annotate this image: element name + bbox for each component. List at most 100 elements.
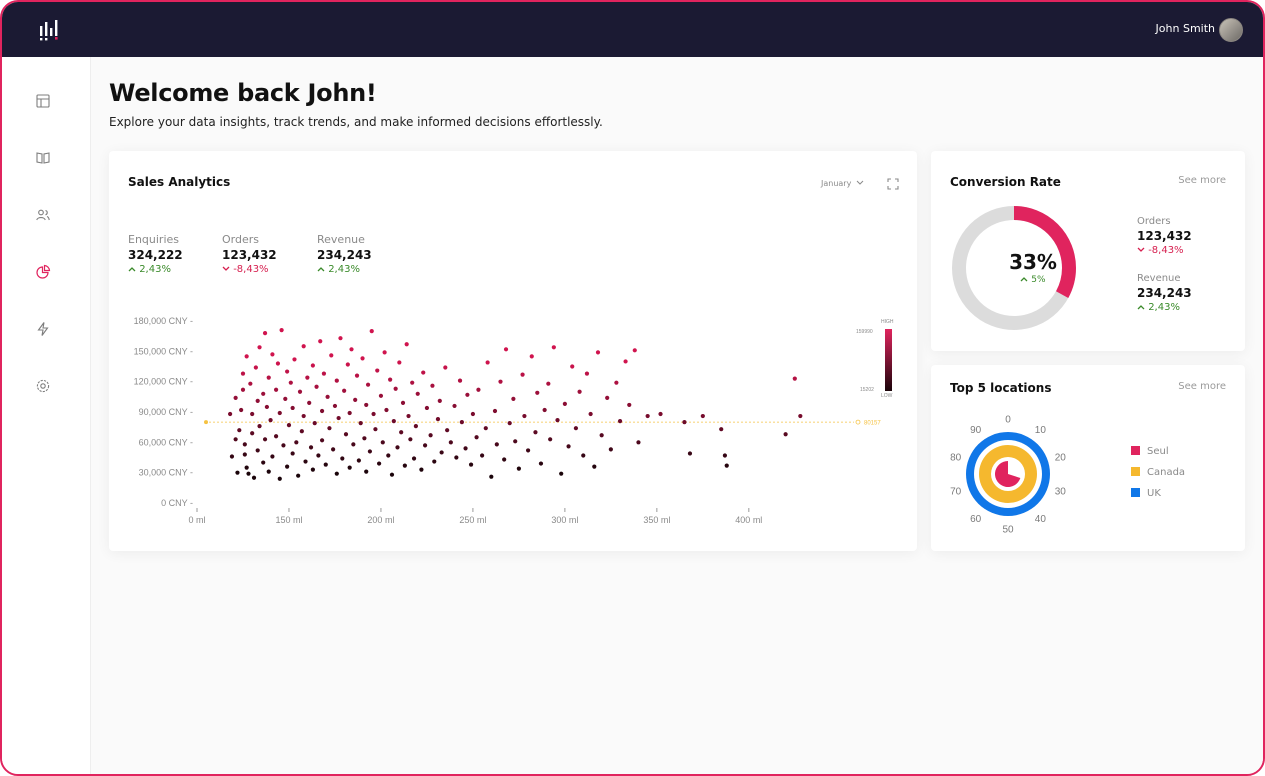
legend-label: Canada xyxy=(1147,467,1186,478)
month-dropdown[interactable]: January xyxy=(821,179,864,188)
scatter-point xyxy=(627,402,632,408)
kpi-change-value: 2,43% xyxy=(328,264,360,275)
scatter-point xyxy=(577,389,582,394)
legend-swatch xyxy=(1131,446,1140,455)
book-icon[interactable] xyxy=(35,150,51,166)
scatter-point xyxy=(264,404,269,410)
scatter-point xyxy=(588,411,593,417)
scatter-point xyxy=(551,345,556,350)
scatter-point xyxy=(468,462,474,467)
page-title: Welcome back John! xyxy=(109,79,377,107)
scatter-point xyxy=(397,360,402,365)
settings-icon[interactable] xyxy=(35,378,51,394)
scatter-point xyxy=(310,363,315,368)
x-tick-label: 250 ml xyxy=(459,515,486,525)
scatter-point xyxy=(354,373,360,378)
x-tick-label: 200 ml xyxy=(367,515,394,525)
scatter-point xyxy=(290,405,295,411)
scatter-point xyxy=(559,471,564,476)
main-content: Welcome back John! Explore your data ins… xyxy=(91,57,1263,774)
scatter-point xyxy=(428,433,433,438)
scatter-point xyxy=(513,439,518,444)
lightning-icon[interactable] xyxy=(35,321,51,337)
scatter-point xyxy=(308,445,314,450)
scatter-point xyxy=(511,396,516,401)
scatter-point xyxy=(410,380,415,385)
kpi-change: 2,43% xyxy=(1137,301,1192,315)
scatter-point xyxy=(595,350,601,355)
scatter-point xyxy=(301,344,306,349)
kpi-value: 234,243 xyxy=(1137,286,1192,300)
pie-chart-icon[interactable] xyxy=(35,264,51,280)
scatter-point xyxy=(422,443,428,448)
scatter-point xyxy=(388,377,393,382)
scatter-point xyxy=(391,419,396,424)
legend-swatch xyxy=(1131,488,1140,497)
conversion-change-value: 5% xyxy=(1031,275,1046,285)
scatter-point xyxy=(349,347,354,352)
scatter-point xyxy=(489,474,494,479)
avatar[interactable] xyxy=(1219,18,1243,42)
scatter-point xyxy=(235,470,240,475)
reference-line-start-marker xyxy=(204,420,208,425)
conversion-donut-chart xyxy=(952,206,1076,330)
scatter-point xyxy=(318,339,323,344)
scatter-point xyxy=(783,432,788,437)
scatter-point xyxy=(327,426,332,431)
scatter-point xyxy=(437,398,442,403)
scatter-point xyxy=(687,451,693,456)
scatter-point xyxy=(233,395,238,400)
seul-wedge xyxy=(994,461,1021,487)
chevron-up-icon xyxy=(1137,305,1145,310)
expand-icon[interactable] xyxy=(887,178,899,190)
scatter-point xyxy=(229,454,235,459)
scatter-point xyxy=(395,445,400,450)
y-tick-label: 150,000 CNY - xyxy=(134,346,193,356)
color-scale-high-value: 159990 xyxy=(856,329,873,335)
scatter-point xyxy=(623,359,628,364)
conversion-see-more-link[interactable]: See more xyxy=(1178,175,1226,186)
radial-tick-label: 30 xyxy=(1055,486,1067,497)
y-tick-label: 30,000 CNY - xyxy=(139,468,193,478)
orders-kpi: Orders 123,432 -8,43% xyxy=(222,233,277,277)
y-tick-label: 60,000 CNY - xyxy=(139,437,193,447)
kpi-label: Orders xyxy=(222,233,259,246)
scatter-point xyxy=(700,413,705,419)
reference-line-end-marker xyxy=(855,419,861,425)
radial-tick-label: 60 xyxy=(970,514,982,525)
users-icon[interactable] xyxy=(35,207,51,223)
scatter-point xyxy=(319,438,325,443)
sales-scatter-chart: 0 CNY - 30,000 CNY - 60,000 CNY - 90,000 CN… xyxy=(134,316,894,525)
scatter-point xyxy=(411,456,417,461)
sidebar xyxy=(2,57,91,774)
scatter-point xyxy=(424,405,430,411)
scatter-point xyxy=(239,407,244,413)
locations-see-more-link[interactable]: See more xyxy=(1178,381,1226,392)
brand-logo-icon[interactable] xyxy=(38,18,62,42)
conversion-rate-title: Conversion Rate xyxy=(950,175,1061,189)
scatter-point xyxy=(285,464,290,469)
conversion-change: 5% xyxy=(993,275,1073,285)
scatter-point xyxy=(310,467,315,472)
kpi-value: 123,432 xyxy=(1137,229,1192,243)
scatter-point xyxy=(645,413,650,419)
scatter-point xyxy=(321,371,327,376)
top-locations-title: Top 5 locations xyxy=(950,381,1052,395)
scatter-point xyxy=(262,437,268,442)
scatter-point xyxy=(599,433,604,438)
kpi-change-value: -8,43% xyxy=(233,264,269,275)
scatter-point xyxy=(312,421,317,426)
scatter-point xyxy=(498,379,503,384)
scatter-point xyxy=(400,400,406,405)
scatter-point xyxy=(516,466,521,471)
layout-icon[interactable] xyxy=(35,93,51,109)
legend-label: Seul xyxy=(1147,446,1169,457)
scatter-point xyxy=(546,381,551,386)
color-scale-low-label: LOW xyxy=(881,393,893,399)
scatter-point xyxy=(242,452,247,457)
scatter-point xyxy=(353,397,358,402)
user-name[interactable]: John Smith xyxy=(1155,22,1215,35)
scatter-point xyxy=(345,362,350,367)
top-locations-card: 0 10 20 30 40 50 60 70 80 90 Top 5 locations See … xyxy=(931,365,1245,551)
scatter-point xyxy=(535,390,540,395)
